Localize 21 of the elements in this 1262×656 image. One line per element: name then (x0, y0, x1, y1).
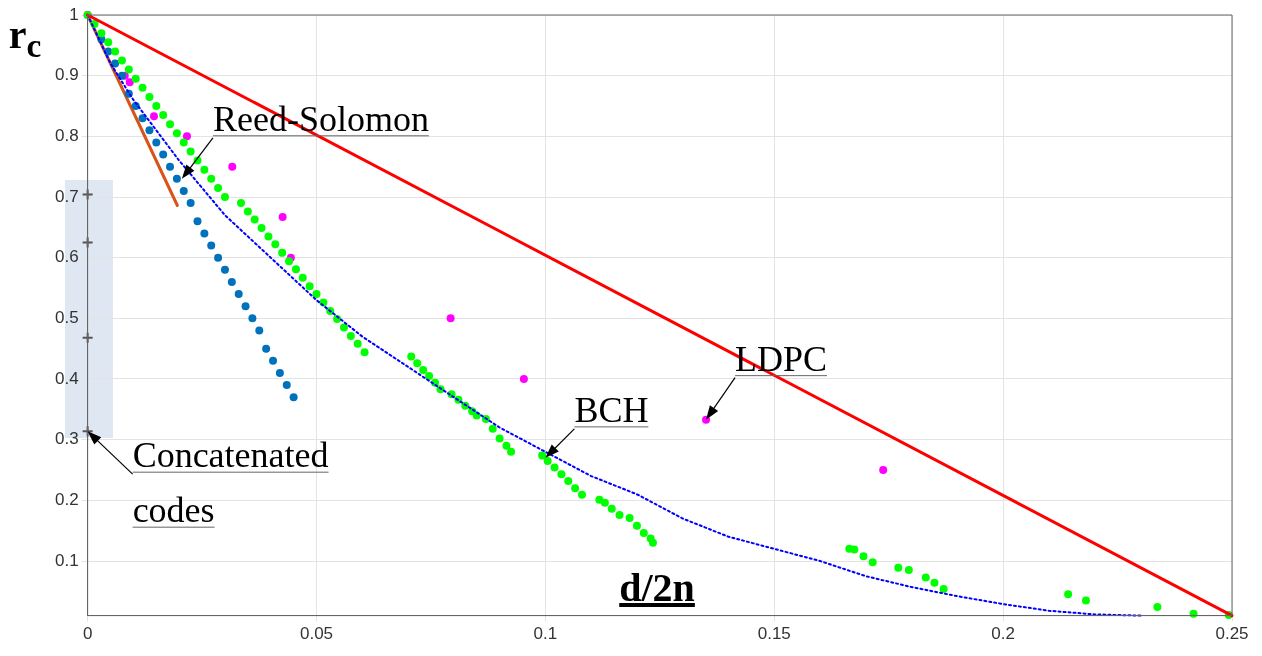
y-axis-title: r$_{c}$ (8, 11, 42, 65)
y-tick-label: 0.9 (54, 65, 79, 85)
y-tick-label: 0.2 (54, 490, 79, 510)
y-tick-label: 0.3 (54, 429, 79, 449)
y-tick-label: 1 (69, 4, 79, 24)
y-tick-label: 0.6 (54, 247, 79, 267)
y-tick-label: 0.1 (54, 550, 79, 570)
x-tick-label: 0 (82, 624, 93, 644)
annotation: BCH (574, 389, 649, 430)
x-tick-label: 0.05 (299, 624, 334, 644)
annotation: LDPC (735, 338, 828, 379)
x-tick-label: 0.15 (757, 624, 791, 644)
x-axis-title: d/2n (619, 563, 695, 611)
y-tick-label: 0.8 (54, 126, 79, 146)
y-tick-label: 0.7 (54, 186, 79, 206)
x-tick-label: 0.2 (991, 624, 1015, 644)
x-tick-label: 0.25 (1215, 624, 1249, 644)
y-tick-label: 0.4 (54, 368, 79, 388)
y-tick-label: 0.5 (54, 308, 79, 328)
annotation: Concatenated codes (132, 435, 329, 531)
x-tick-label: 0.1 (533, 624, 558, 644)
